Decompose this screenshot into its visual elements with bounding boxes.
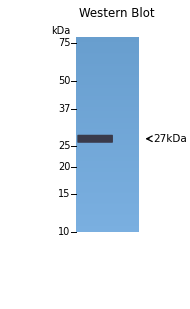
Text: 20: 20 <box>58 162 70 172</box>
Text: 50: 50 <box>58 76 70 86</box>
Text: 37: 37 <box>58 104 70 114</box>
Text: 27kDa: 27kDa <box>153 134 187 144</box>
Text: 10: 10 <box>58 227 70 237</box>
Text: 75: 75 <box>58 38 70 48</box>
Text: kDa: kDa <box>51 26 70 36</box>
Text: 25: 25 <box>58 141 70 151</box>
Text: 15: 15 <box>58 189 70 199</box>
Text: Western Blot: Western Blot <box>79 7 155 20</box>
FancyBboxPatch shape <box>77 135 113 143</box>
